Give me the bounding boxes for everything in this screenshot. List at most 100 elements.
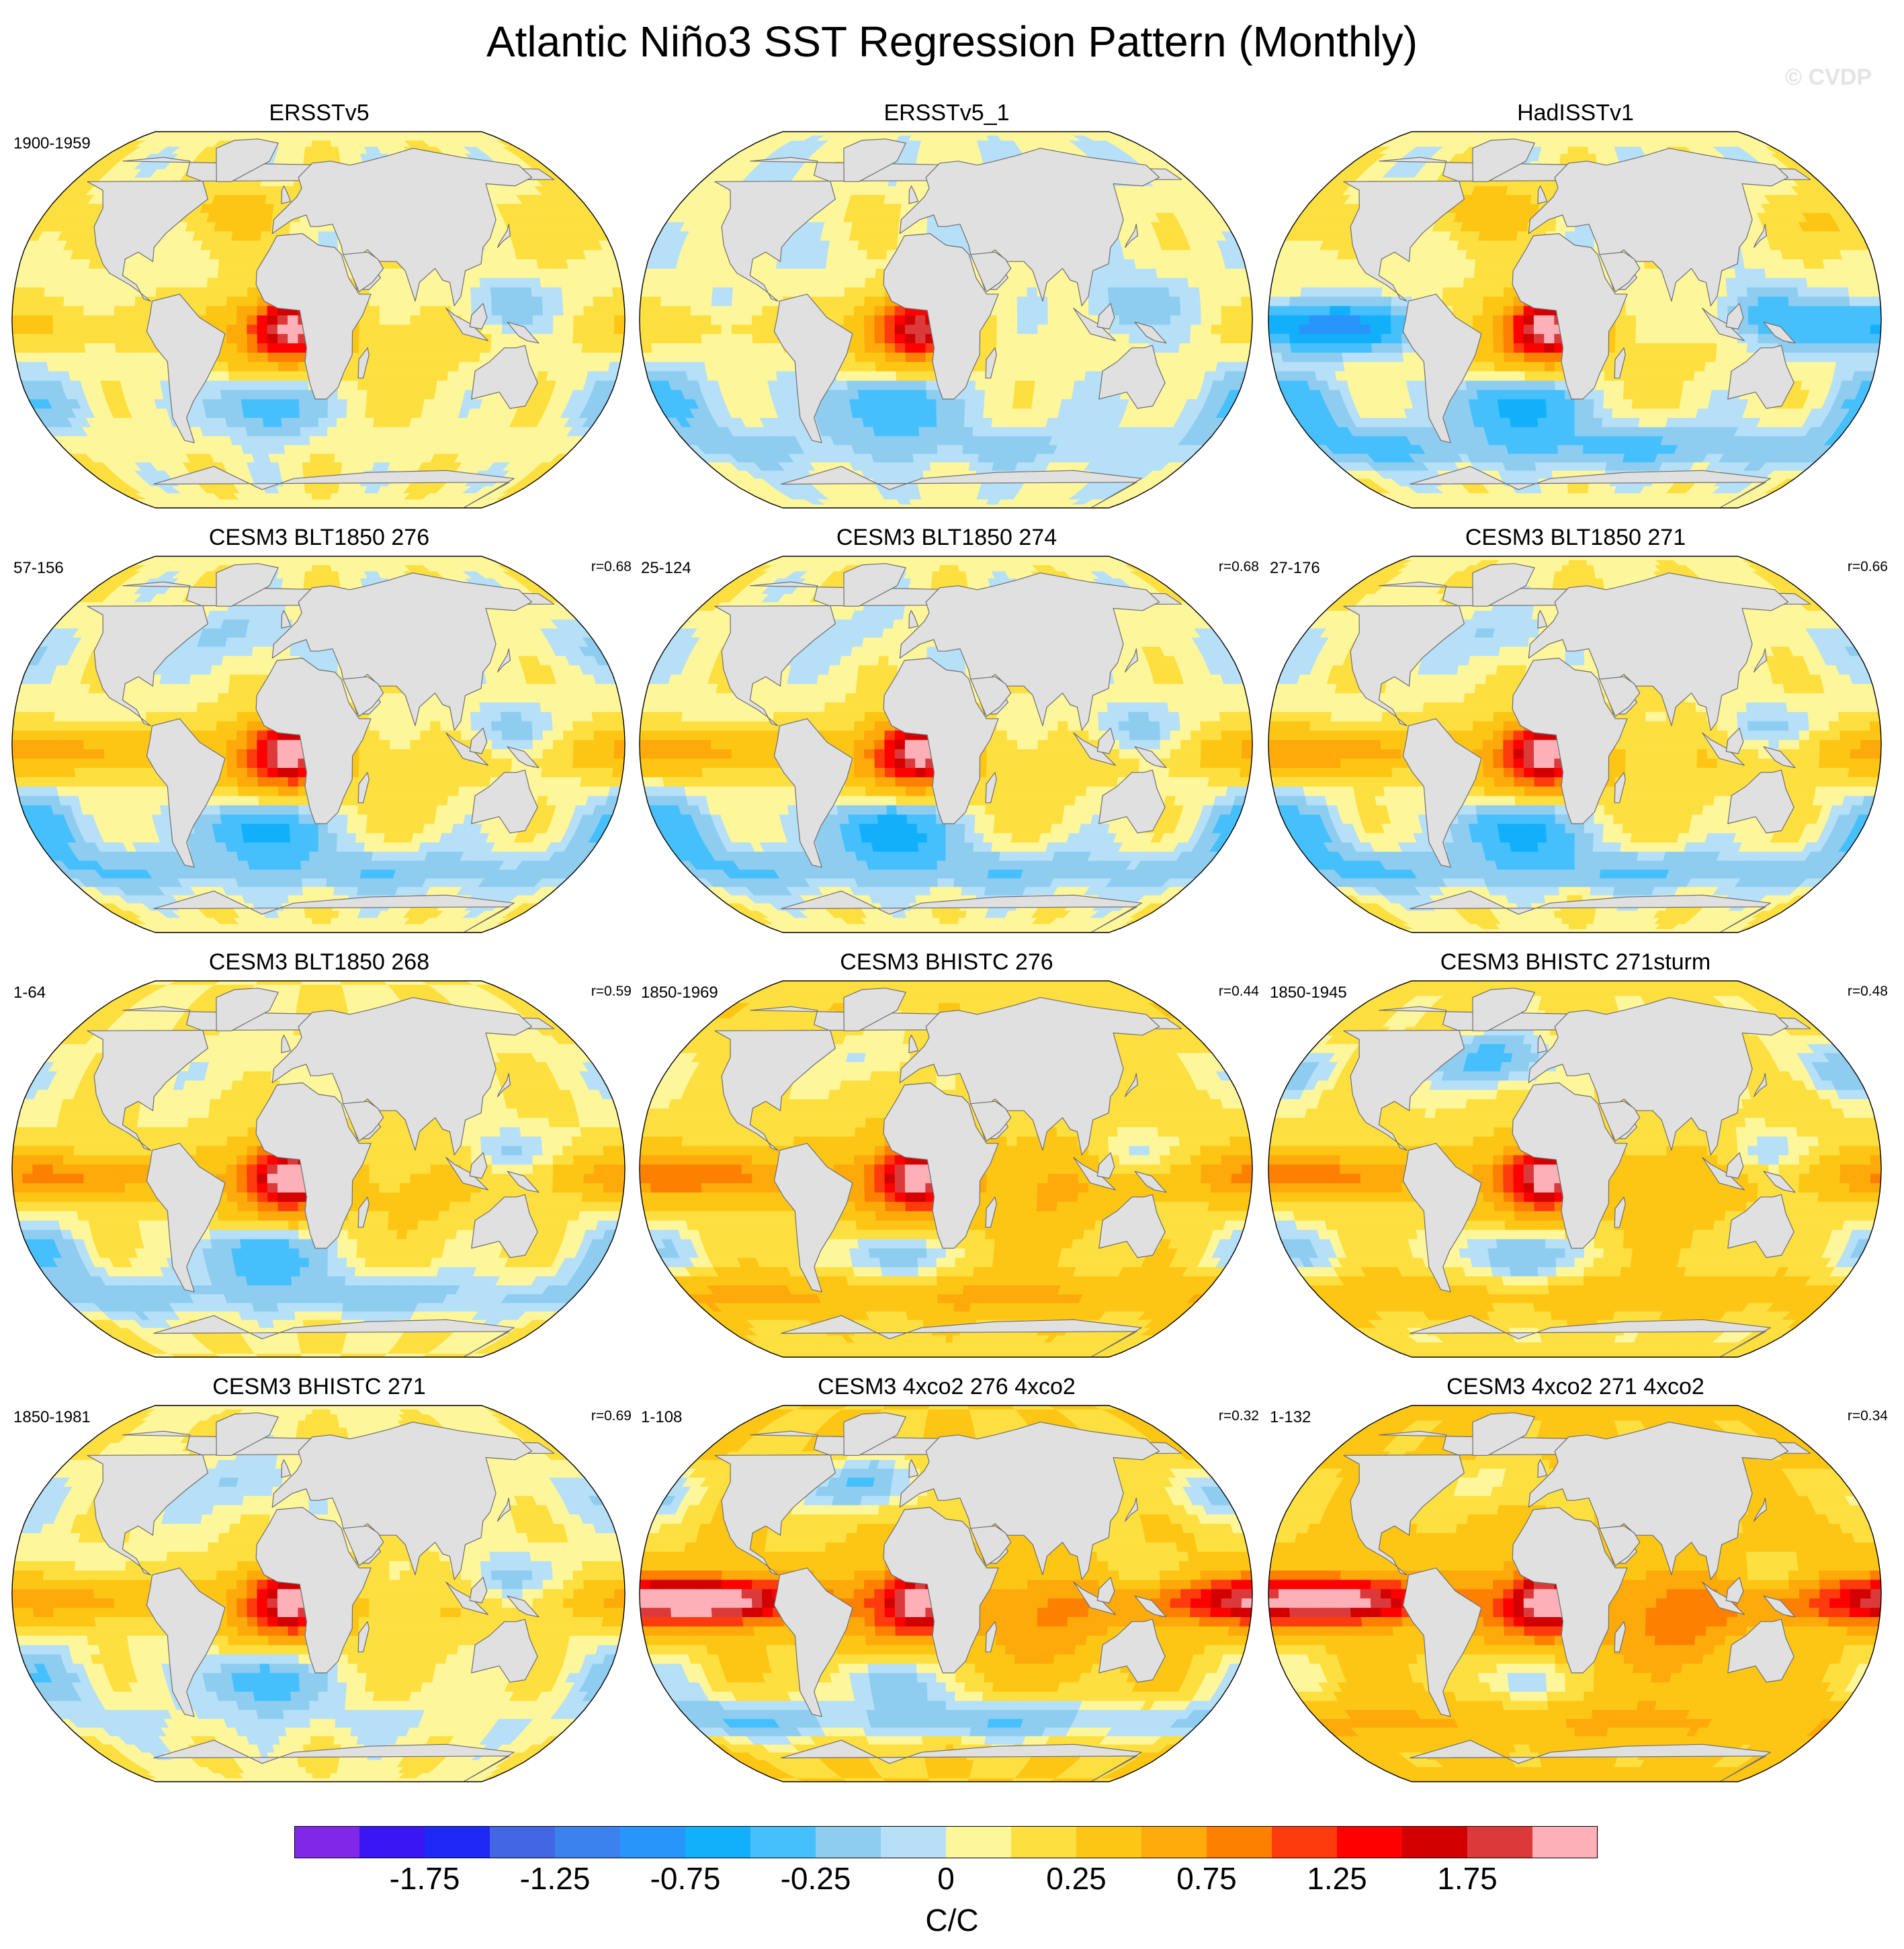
- sst-cell: [986, 333, 998, 344]
- sst-cell: [984, 398, 995, 409]
- sst-cell: [389, 296, 400, 306]
- sst-cell: [795, 259, 808, 269]
- sst-cell: [1177, 277, 1189, 288]
- sst-cell: [1047, 287, 1058, 297]
- sst-cell: [1001, 408, 1013, 419]
- sst-cell: [299, 417, 310, 427]
- sst-cell: [884, 333, 896, 344]
- sst-cell: [155, 287, 167, 297]
- sst-cell: [522, 314, 533, 325]
- sst-cell: [247, 333, 258, 344]
- sst-cell: [742, 343, 754, 353]
- sst-cell: [773, 352, 785, 362]
- sst-cell: [933, 492, 941, 500]
- sst-cell: [993, 398, 1004, 409]
- sst-cell: [1107, 352, 1119, 362]
- sst-cell: [324, 135, 331, 141]
- sst-cell: [754, 268, 767, 278]
- sst-cell: [364, 408, 376, 419]
- sst-cell: [440, 333, 451, 344]
- sst-cell: [1165, 361, 1178, 372]
- sst-cell: [1016, 343, 1028, 353]
- sst-cell: [230, 389, 242, 400]
- sst-cell: [318, 453, 327, 463]
- sst-cell: [199, 249, 211, 259]
- sst-cell: [83, 305, 95, 316]
- sst-cell: [1068, 296, 1079, 306]
- sst-cell: [721, 314, 732, 325]
- sst-cell: [67, 268, 79, 278]
- sst-cell: [419, 287, 431, 297]
- sst-cell: [694, 268, 707, 278]
- sst-cell: [1241, 305, 1253, 316]
- sst-cell: [896, 371, 907, 381]
- sst-cell: [945, 462, 955, 471]
- sst-cell: [496, 259, 509, 269]
- sst-cell: [231, 398, 243, 409]
- sst-cell: [877, 389, 889, 400]
- sst-cell: [542, 333, 554, 344]
- sst-cell: [936, 417, 947, 427]
- sst-cell: [33, 343, 46, 353]
- sst-cell: [1027, 314, 1039, 325]
- sst-cell: [282, 435, 293, 445]
- sst-cell: [93, 314, 105, 325]
- sst-cell: [1088, 305, 1100, 316]
- sst-cell: [1230, 333, 1242, 344]
- sst-cell: [711, 314, 722, 325]
- sst-cell: [326, 462, 335, 471]
- sst-cell: [751, 324, 763, 335]
- sst-cell: [731, 314, 742, 325]
- sst-cell: [1067, 287, 1079, 297]
- sst-cell: [742, 287, 754, 297]
- sst-cell: [905, 361, 916, 372]
- sst-cell: [552, 324, 564, 335]
- sst-cell: [1169, 333, 1181, 344]
- sst-cell: [62, 305, 75, 316]
- sst-cell: [378, 371, 389, 381]
- sst-cell: [996, 305, 1008, 316]
- sst-cell: [1003, 389, 1015, 400]
- sst-cell: [265, 194, 276, 204]
- sst-cell: [46, 361, 59, 372]
- sst-cell: [581, 343, 593, 353]
- sst-cell: [295, 470, 304, 479]
- sst-cell: [823, 296, 834, 306]
- sst-cell: [1177, 352, 1189, 362]
- sst-cell: [228, 249, 241, 259]
- sst-cell: [639, 324, 651, 335]
- sst-cell: [898, 408, 909, 419]
- sst-cell: [865, 361, 877, 372]
- sst-cell: [146, 361, 159, 372]
- sst-cell: [1077, 343, 1089, 353]
- sst-cell: [650, 324, 661, 335]
- sst-cell: [1219, 287, 1231, 297]
- sst-cell: [814, 277, 826, 288]
- sst-cell: [716, 371, 728, 381]
- sst-cell: [186, 277, 198, 288]
- sst-cell: [937, 462, 947, 471]
- sst-cell: [250, 230, 262, 241]
- sst-cell: [945, 444, 955, 454]
- sst-cell: [501, 305, 513, 316]
- sst-cell: [711, 287, 724, 297]
- sst-cell: [409, 333, 421, 344]
- sst-cell: [839, 230, 851, 241]
- sst-cell: [399, 333, 410, 344]
- sst-cell: [875, 352, 886, 362]
- sst-cell: [32, 296, 44, 306]
- sst-cell: [1063, 380, 1076, 390]
- sst-cell: [1170, 314, 1181, 325]
- sst-cell: [732, 287, 744, 297]
- sst-cell: [826, 259, 838, 269]
- sst-cell: [386, 380, 398, 390]
- sst-cell: [1190, 324, 1202, 335]
- sst-cell: [742, 296, 753, 306]
- sst-cell: [928, 444, 938, 454]
- sst-cell: [489, 277, 501, 288]
- sst-cell: [298, 140, 307, 147]
- sst-cell: [23, 343, 36, 353]
- sst-cell: [963, 417, 974, 427]
- sst-cell: [257, 333, 268, 344]
